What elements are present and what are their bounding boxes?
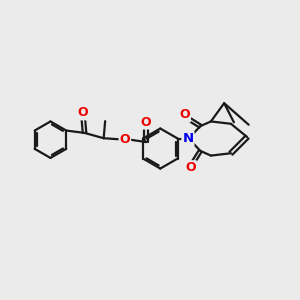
Text: N: N	[182, 132, 194, 145]
Text: O: O	[185, 161, 196, 174]
Text: O: O	[120, 133, 130, 146]
Text: O: O	[179, 109, 190, 122]
Text: O: O	[141, 116, 152, 128]
Text: O: O	[78, 106, 88, 119]
